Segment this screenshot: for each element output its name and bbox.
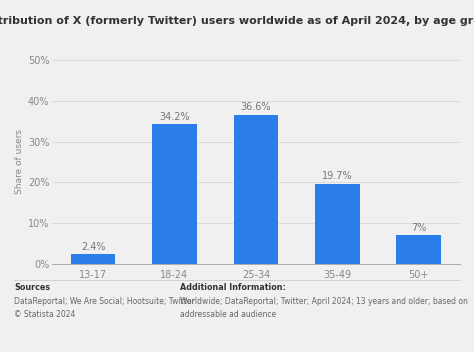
Text: Additional Information:: Additional Information: <box>180 283 286 293</box>
Bar <box>396 235 441 264</box>
Bar <box>152 124 197 264</box>
Text: DataReportal; We Are Social; Hootsuite; Twitter
© Statista 2024: DataReportal; We Are Social; Hootsuite; … <box>14 297 195 319</box>
Text: Worldwide; DataReportal; Twitter; April 2024; 13 years and older; based on addre: Worldwide; DataReportal; Twitter; April … <box>180 297 468 319</box>
Text: Sources: Sources <box>14 283 50 293</box>
Y-axis label: Share of users: Share of users <box>15 130 24 194</box>
Bar <box>71 254 116 264</box>
Text: Distribution of X (formerly Twitter) users worldwide as of April 2024, by age gr: Distribution of X (formerly Twitter) use… <box>0 16 474 26</box>
Text: 19.7%: 19.7% <box>322 171 353 181</box>
Text: 2.4%: 2.4% <box>81 242 105 252</box>
Text: 36.6%: 36.6% <box>241 102 271 112</box>
Bar <box>315 183 360 264</box>
Text: 34.2%: 34.2% <box>159 112 190 122</box>
Text: 7%: 7% <box>411 223 427 233</box>
Bar <box>234 114 278 264</box>
